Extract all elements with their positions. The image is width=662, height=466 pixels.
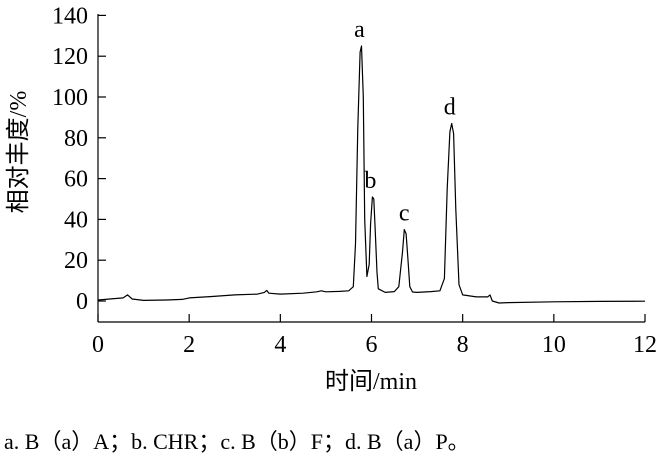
series-line	[97, 45, 646, 304]
x-axis-label: 时间/min	[325, 368, 417, 395]
x-tick-label: 0	[92, 332, 104, 358]
peak-label-group: a bc d	[354, 17, 456, 227]
x-tick-label: 12	[633, 332, 657, 358]
chromatogram-chart: 0 20 40 60 80 100 120 140 0 2 4 6 8 10 12 a bc d 时间/min…	[5, 3, 657, 395]
peak-label-d: d	[444, 95, 456, 121]
peak-label-c: c	[399, 201, 410, 227]
y-tick-label: 100	[52, 85, 88, 111]
y-tick-label: 60	[64, 167, 88, 193]
figure-caption: a. B（a）A；b. CHR；c. B（b）F；d. B（a）P。	[4, 429, 470, 454]
x-tick-label: 2	[183, 332, 195, 358]
y-tick-group: 0 20 40 60 80 100 120 140	[52, 3, 106, 315]
x-tick-label: 8	[457, 332, 469, 358]
y-tick-label: 0	[76, 289, 88, 315]
x-tick-group: 0 2 4 6 8 10 12	[92, 314, 657, 358]
x-tick-label: 10	[542, 332, 566, 358]
y-tick-label: 20	[64, 248, 88, 274]
x-tick-label: 6	[366, 332, 378, 358]
x-tick-label: 4	[274, 332, 286, 358]
peak-label-b: b	[364, 168, 376, 194]
y-tick-label: 80	[64, 126, 88, 152]
y-tick-label: 120	[52, 44, 88, 70]
y-tick-label: 140	[52, 3, 88, 29]
y-tick-label: 40	[64, 207, 88, 233]
peak-label-a: a	[354, 17, 365, 43]
y-axis-label: 相对丰度/%	[5, 91, 32, 214]
